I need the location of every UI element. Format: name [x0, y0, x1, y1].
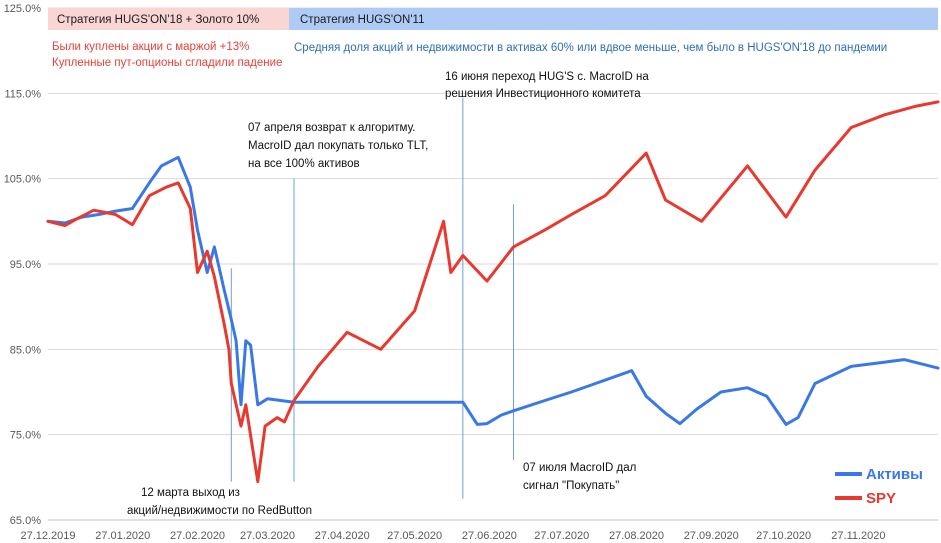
y-tick-label: 65.0%: [10, 515, 41, 527]
y-axis-ticks: 65.0% 75.0% 85.0% 95.0% 105.0% 115.0% 125.0%: [4, 3, 42, 527]
legend: Активы SPY: [835, 466, 923, 507]
y-tick-label: 95.0%: [10, 259, 41, 271]
annotation-march12-line2: акций/недвижимости по RedButton: [127, 505, 312, 517]
x-tick-label: 27.05.2020: [387, 530, 442, 542]
note-put-options: Купленные пут-опционы сгладили падение: [52, 57, 282, 69]
legend-label-spy: SPY: [866, 490, 896, 507]
annotation-july7: 07 июля MacroID дал сигнал "Покупать": [523, 462, 636, 492]
annotation-april7: 07 апреля возврат к алгоритму. MacroID д…: [248, 122, 428, 170]
annotation-june16-line2: решения Инвестиционного комитета: [445, 88, 641, 100]
annotation-july7-line1: 07 июля MacroID дал: [523, 462, 636, 474]
annotation-march12: 12 марта выход из акций/недвижимости по …: [127, 487, 312, 517]
series-lines: [46, 100, 940, 484]
x-tick-label: 27.07.2020: [534, 530, 589, 542]
series-line-spy: [46, 100, 940, 484]
x-tick-label: 27.09.2020: [684, 530, 739, 542]
strategy-band-hugson11: [289, 8, 938, 30]
x-tick-label: 27.11.2020: [831, 530, 885, 542]
series-line-activ: [46, 155, 940, 426]
band-label-hugson11: Стратегия HUGS'ON'11: [300, 14, 425, 26]
annotation-april7-line3: на все 100% активов: [248, 158, 360, 170]
strategy-band-hugson18: [48, 8, 289, 30]
annotation-march12-line1: 12 марта выход из: [141, 487, 240, 499]
y-tick-label: 75.0%: [10, 430, 41, 442]
legend-label-activ: Активы: [866, 466, 923, 483]
annotation-april7-line1: 07 апреля возврат к алгоритму.: [248, 122, 415, 134]
annotation-june16: 16 июня переход HUG'S с. MacroID на реше…: [445, 71, 649, 100]
band-label-hugson18: Стратегия HUGS'ON'18 + Золото 10%: [57, 14, 259, 26]
y-tick-label: 115.0%: [5, 88, 42, 100]
x-tick-label: 27.10.2020: [756, 530, 811, 542]
x-tick-label: 27.12.2019: [20, 530, 75, 542]
note-average-share: Средняя доля акций и недвижимости в акти…: [294, 42, 887, 54]
x-axis-ticks: 27.12.2019 27.01.2020 27.02.2020 27.03.2020…: [20, 530, 885, 542]
x-tick-label: 27.03.2020: [240, 530, 295, 542]
y-tick-label: 85.0%: [10, 344, 41, 356]
annotation-april7-line2: MacroID дал покупать только TLT,: [248, 140, 428, 152]
x-tick-label: 27.04.2020: [315, 530, 370, 542]
annotation-june16-line1: 16 июня переход HUG'S с. MacroID на: [445, 71, 649, 83]
x-tick-label: 27.08.2020: [609, 530, 664, 542]
y-tick-label: 125.0%: [4, 3, 42, 15]
x-tick-label: 27.06.2020: [462, 530, 517, 542]
x-tick-label: 27.01.2020: [95, 530, 150, 542]
x-tick-label: 27.02.2020: [170, 530, 225, 542]
annotation-july7-line2: сигнал "Покупать": [523, 480, 619, 492]
note-margin: Были куплены акции с маржой +13%: [52, 41, 249, 53]
y-tick-label: 105.0%: [4, 174, 42, 186]
gridlines: [48, 7, 938, 521]
